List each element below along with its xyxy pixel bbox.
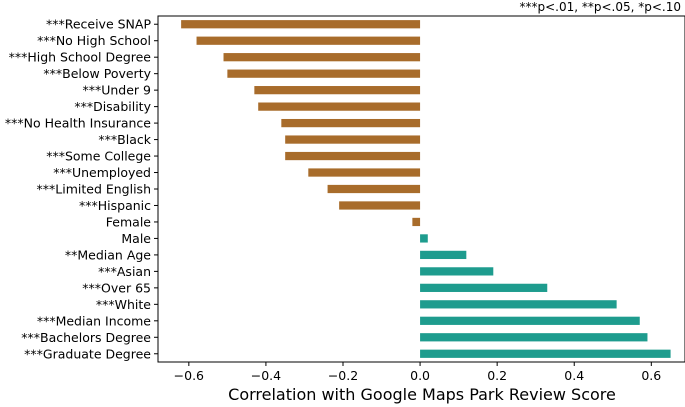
category-label: ***Receive SNAP — [46, 17, 151, 32]
category-label: ***Unemployed — [53, 165, 151, 180]
category-label: ***Under 9 — [82, 83, 151, 98]
significance-note: ***p<.01, **p<.05, *p<.10 — [519, 0, 681, 14]
category-label: ***Bachelors Degree — [21, 330, 151, 345]
category-label: Male — [121, 231, 151, 246]
bar — [181, 20, 421, 29]
bar — [196, 36, 421, 45]
bar — [420, 267, 494, 276]
bar — [412, 217, 421, 227]
category-label: ***Below Poverty — [43, 66, 151, 81]
x-tick-label: 0.4 — [564, 368, 584, 383]
category-label: ***Hispanic — [79, 198, 151, 213]
bar — [285, 151, 421, 161]
x-tick-label: −0.4 — [251, 368, 281, 383]
category-label: ***High School Degree — [9, 50, 152, 65]
bar — [281, 118, 421, 128]
category-label: ***White — [96, 297, 151, 312]
bar — [420, 300, 617, 309]
category-label: ***Black — [98, 132, 151, 147]
bar — [258, 102, 421, 111]
category-label: ***Disability — [74, 99, 151, 114]
bar — [227, 69, 421, 78]
bar — [420, 250, 467, 260]
bar — [420, 333, 648, 342]
bar — [308, 168, 421, 177]
bar — [254, 86, 421, 95]
bar — [420, 283, 548, 292]
category-label: **Median Age — [65, 247, 151, 262]
x-axis-label: Correlation with Google Maps Park Review… — [228, 385, 616, 404]
x-tick-label: 0.6 — [641, 368, 661, 383]
x-tick-label: −0.6 — [174, 368, 204, 383]
x-tick-label: 0.0 — [410, 368, 430, 383]
plot-frame — [157, 15, 685, 363]
category-label: ***Median Income — [37, 313, 151, 328]
bar — [285, 135, 421, 144]
category-label: ***Some College — [46, 149, 151, 164]
category-label: ***Asian — [98, 264, 151, 279]
bar — [420, 234, 428, 243]
bar — [420, 349, 671, 358]
category-label: ***Over 65 — [82, 280, 151, 295]
bar — [339, 201, 421, 210]
x-tick-label: −0.2 — [328, 368, 358, 383]
x-tick-label: 0.2 — [487, 368, 507, 383]
category-label: Female — [106, 214, 152, 229]
category-label: ***Limited English — [37, 182, 151, 197]
bar — [327, 184, 421, 194]
category-label: ***No Health Insurance — [5, 116, 151, 131]
bar — [420, 316, 640, 325]
category-label: ***Graduate Degree — [24, 346, 151, 361]
category-label: ***No High School — [37, 33, 151, 48]
bar — [223, 53, 421, 62]
